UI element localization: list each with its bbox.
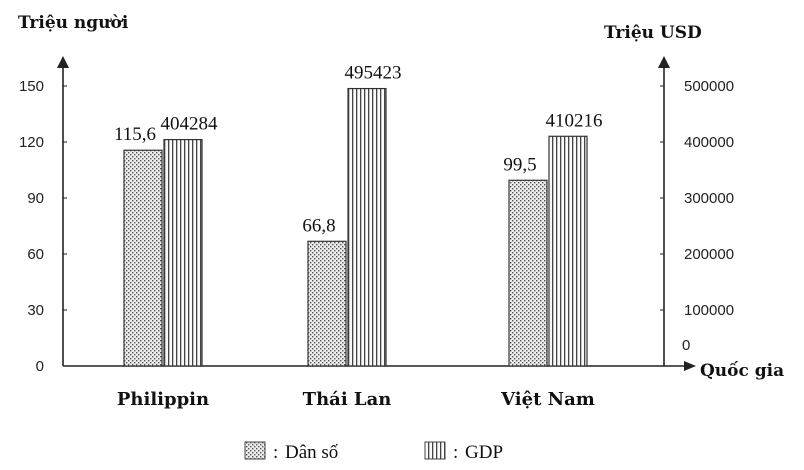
category-labels: Philippin Thái Lan Việt Nam bbox=[117, 389, 595, 410]
legend-prefix-population: : bbox=[273, 442, 278, 463]
y-right-tick-label: 500000 bbox=[684, 78, 734, 95]
y-left-tick-label: 0 bbox=[36, 358, 44, 375]
gdp-value-label-2: 410216 bbox=[546, 110, 603, 131]
y-right-tick-label: 0 bbox=[682, 337, 690, 354]
legend-prefix-gdp: : bbox=[453, 442, 458, 463]
y-left-tick-label: 150 bbox=[19, 78, 44, 95]
legend-swatch-population bbox=[244, 441, 266, 460]
y-right-tick-label: 300000 bbox=[684, 190, 734, 207]
y-left-axis-arrow bbox=[57, 56, 69, 68]
x-axis-title: Quốc gia bbox=[700, 361, 784, 381]
population-value-label-0: 115,6 bbox=[114, 124, 156, 145]
y-left-tick-label: 90 bbox=[27, 190, 44, 207]
gdp-value-label-0: 404284 bbox=[161, 114, 219, 135]
population-bar-1 bbox=[307, 240, 347, 367]
legend-swatch-gdp bbox=[424, 441, 446, 460]
y-left-tick-label: 60 bbox=[27, 246, 44, 263]
x-axis-arrow bbox=[684, 361, 696, 371]
y-left-tick-labels: 0 30 60 90 120 150 bbox=[19, 78, 67, 375]
y-right-axis-arrow bbox=[658, 56, 670, 68]
y-right-tick-label: 400000 bbox=[684, 134, 734, 151]
legend-label-population: Dân số bbox=[285, 442, 339, 463]
population-bar-2 bbox=[508, 179, 548, 367]
y-right-tick-labels: 0 100000 200000 300000 400000 500000 bbox=[660, 78, 734, 367]
population-value-label-1: 66,8 bbox=[302, 215, 335, 236]
y-left-tick-label: 30 bbox=[27, 302, 44, 319]
y-right-axis-title: Triệu USD bbox=[604, 23, 702, 43]
y-right-tick-label: 100000 bbox=[684, 302, 734, 319]
gdp-bar-2 bbox=[548, 135, 588, 367]
legend-label-gdp: GDP bbox=[465, 442, 503, 463]
gdp-bar-0 bbox=[163, 139, 203, 367]
y-left-tick-label: 120 bbox=[19, 134, 44, 151]
y-left-axis-title: Triệu người bbox=[18, 13, 129, 33]
category-label-2: Việt Nam bbox=[500, 389, 595, 410]
gdp-value-label-1: 495423 bbox=[345, 63, 402, 84]
population-value-label-2: 99,5 bbox=[503, 154, 536, 175]
y-right-tick-label: 200000 bbox=[684, 246, 734, 263]
legend: : Dân số : GDP bbox=[244, 441, 503, 463]
population-bar-0 bbox=[123, 149, 163, 367]
gdp-bar-1 bbox=[347, 87, 387, 367]
category-label-1: Thái Lan bbox=[303, 389, 392, 410]
category-label-0: Philippin bbox=[117, 389, 209, 410]
